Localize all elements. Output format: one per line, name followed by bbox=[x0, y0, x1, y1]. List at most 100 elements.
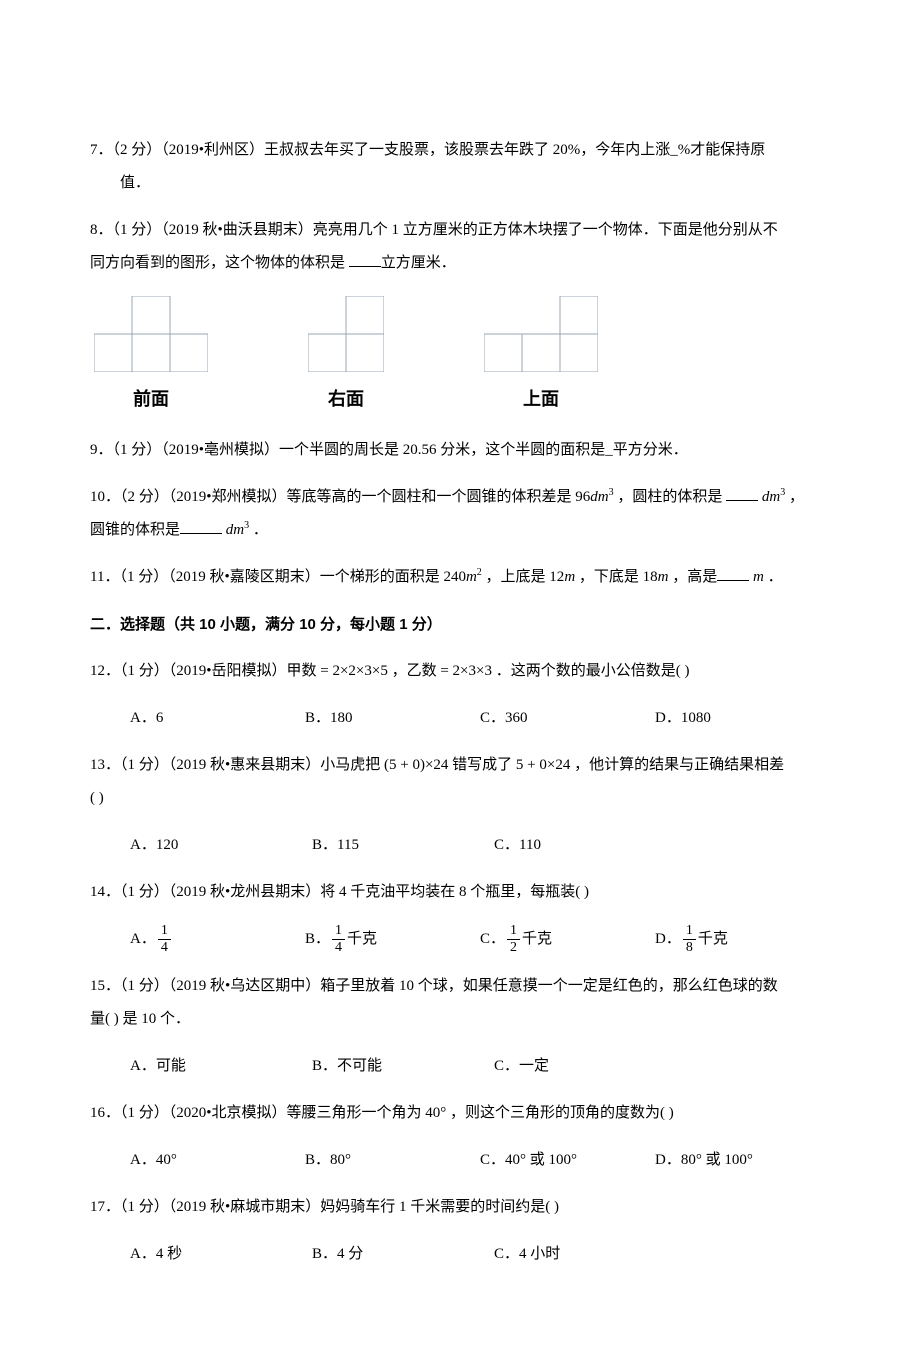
q16-opt-c: C．40° 或 100° bbox=[480, 1144, 655, 1177]
q13-opt-b-text: 115 bbox=[337, 837, 359, 853]
q14-d-num: 1 bbox=[683, 923, 696, 938]
q10-pre: 10．（2 分）（2019•郑州模拟）等底等高的一个圆柱和一个圆锥的体积差是 9… bbox=[90, 489, 590, 505]
q14-d-suffix: 千克 bbox=[698, 931, 728, 947]
q7-line1: 7．（2 分）（2019•利州区）王叔叔去年买了一支股票，该股票去年跌了 20%… bbox=[90, 142, 765, 158]
q10-line2-pre: 圆锥的体积是 bbox=[90, 522, 180, 538]
q13-opt-a-text: 120 bbox=[156, 837, 179, 853]
question-9: 9．（1 分）（2019•亳州模拟）一个半圆的周长是 20.56 分米，这个半圆… bbox=[90, 434, 830, 467]
q16-opt-b: B．80° bbox=[305, 1144, 480, 1177]
q15-opt-a-text: 可能 bbox=[156, 1058, 186, 1074]
q11-pre: 11．（1 分）（2019 秋•嘉陵区期末）一个梯形的面积是 240 bbox=[90, 569, 466, 585]
q17-opt-c-text: 4 小时 bbox=[519, 1246, 560, 1262]
q12-opt-c: C．360 bbox=[480, 702, 655, 735]
q17-text: 17．（1 分）（2019 秋•麻城市期末）妈妈骑车行 1 千米需要的时间约是(… bbox=[90, 1199, 559, 1215]
question-15: 15．（1 分）（2019 秋•乌达区期中）箱子里放着 10 个球，如果任意摸一… bbox=[90, 970, 830, 1036]
q15-opt-b: B．不可能 bbox=[312, 1050, 494, 1083]
q17-opt-b-text: 4 分 bbox=[337, 1246, 363, 1262]
q12-options: A．6 B．180 C．360 D．1080 bbox=[130, 702, 830, 735]
q14-d-den: 8 bbox=[683, 939, 696, 955]
q14-a-num: 1 bbox=[158, 923, 171, 938]
question-13: 13．（1 分）（2019 秋•惠来县期末）小马虎把 (5 + 0)×24 错写… bbox=[90, 749, 830, 815]
q14-text: 14．（1 分）（2019 秋•龙州县期末）将 4 千克油平均装在 8 个瓶里，… bbox=[90, 884, 589, 900]
question-12: 12．（1 分）（2019•岳阳模拟）甲数 = 2×2×3×5 ，乙数 = 2×… bbox=[90, 655, 830, 688]
q12-opt-d: D．1080 bbox=[655, 702, 830, 735]
q16-opt-d-text: 80° 或 100° bbox=[681, 1152, 753, 1168]
question-16: 16．（1 分）（2020•北京模拟）等腰三角形一个角为 40° ，则这个三角形… bbox=[90, 1097, 830, 1130]
q13-opt-c: C．110 bbox=[494, 829, 676, 862]
q13-options: A．120 B．115 C．110 bbox=[130, 829, 830, 862]
question-7: 7．（2 分）（2019•利州区）王叔叔去年买了一支股票，该股票去年跌了 20%… bbox=[90, 134, 830, 200]
q17-opt-a: A．4 秒 bbox=[130, 1238, 312, 1271]
q14-c-den: 2 bbox=[507, 939, 520, 955]
q14-opt-b: B．14千克 bbox=[305, 923, 480, 956]
q8-line2-pre: 同方向看到的图形，这个物体的体积是 bbox=[90, 255, 349, 271]
frac-icon: 14 bbox=[332, 923, 345, 955]
q10-blank2 bbox=[180, 519, 222, 534]
q17-options: A．4 秒 B．4 分 C．4 小时 bbox=[130, 1238, 830, 1271]
view-top-svg bbox=[484, 296, 598, 372]
view-top-label: 上面 bbox=[484, 380, 598, 420]
q14-options: A．14 B．14千克 C．12千克 D．18千克 bbox=[130, 923, 830, 956]
q12-opt-b-text: 180 bbox=[330, 710, 353, 726]
q11-mid3: ，高是 bbox=[669, 569, 718, 585]
q8-line2-post: 立方厘米． bbox=[381, 255, 456, 271]
view-front: 前面 bbox=[94, 296, 208, 420]
q16-opt-a: A．40° bbox=[130, 1144, 305, 1177]
frac-icon: 18 bbox=[683, 923, 696, 955]
q8-views: 前面 右面 上面 bbox=[94, 296, 830, 420]
q15-opt-c: C．一定 bbox=[494, 1050, 676, 1083]
view-right: 右面 bbox=[308, 296, 384, 420]
q14-opt-a: A．14 bbox=[130, 923, 305, 956]
frac-icon: 14 bbox=[158, 923, 171, 955]
q8-line1: 8．（1 分）（2019 秋•曲沃县期末）亮亮用几个 1 立方厘米的正方体木块摆… bbox=[90, 222, 778, 238]
view-top: 上面 bbox=[484, 296, 598, 420]
q8-blank bbox=[349, 252, 381, 267]
q16-opt-c-text: 40° 或 100° bbox=[505, 1152, 577, 1168]
q13-opt-b: B．115 bbox=[312, 829, 494, 862]
question-17: 17．（1 分）（2019 秋•麻城市期末）妈妈骑车行 1 千米需要的时间约是(… bbox=[90, 1191, 830, 1224]
q12-opt-b: B．180 bbox=[305, 702, 480, 735]
q10-mid: ，圆柱的体积是 bbox=[614, 489, 727, 505]
question-8: 8．（1 分）（2019 秋•曲沃县期末）亮亮用几个 1 立方厘米的正方体木块摆… bbox=[90, 214, 830, 280]
q14-c-suffix: 千克 bbox=[522, 931, 552, 947]
q15-opt-c-text: 一定 bbox=[519, 1058, 549, 1074]
q14-opt-d: D．18千克 bbox=[655, 923, 830, 956]
view-right-label: 右面 bbox=[308, 380, 384, 420]
view-front-label: 前面 bbox=[94, 380, 208, 420]
q16-opt-a-text: 40° bbox=[156, 1152, 177, 1168]
q15-options: A．可能 B．不可能 C．一定 bbox=[130, 1050, 830, 1083]
q12-opt-d-text: 1080 bbox=[681, 710, 711, 726]
q11-blank bbox=[717, 566, 749, 581]
q15-line1: 15．（1 分）（2019 秋•乌达区期中）箱子里放着 10 个球，如果任意摸一… bbox=[90, 978, 778, 994]
q15-line2: 量( ) 是 10 个． bbox=[90, 1011, 190, 1027]
q14-opt-c: C．12千克 bbox=[480, 923, 655, 956]
q9-text: 9．（1 分）（2019•亳州模拟）一个半圆的周长是 20.56 分米，这个半圆… bbox=[90, 442, 688, 458]
q15-opt-b-text: 不可能 bbox=[337, 1058, 382, 1074]
q17-opt-b: B．4 分 bbox=[312, 1238, 494, 1271]
section-2-header: 二．选择题（共 10 小题，满分 10 分，每小题 1 分） bbox=[90, 608, 830, 641]
question-14: 14．（1 分）（2019 秋•龙州县期末）将 4 千克油平均装在 8 个瓶里，… bbox=[90, 876, 830, 909]
q11-tail: ． bbox=[764, 569, 783, 585]
q11-mid2: ，下底是 18 bbox=[575, 569, 658, 585]
q13-line2: ( ) bbox=[90, 790, 104, 806]
frac-icon: 12 bbox=[507, 923, 520, 955]
q15-opt-a: A．可能 bbox=[130, 1050, 312, 1083]
q13-line1: 13．（1 分）（2019 秋•惠来县期末）小马虎把 (5 + 0)×24 错写… bbox=[90, 757, 784, 773]
q14-b-suffix: 千克 bbox=[347, 931, 377, 947]
q12-opt-c-text: 360 bbox=[505, 710, 528, 726]
q16-text: 16．（1 分）（2020•北京模拟）等腰三角形一个角为 40° ，则这个三角形… bbox=[90, 1105, 674, 1121]
q12-text: 12．（1 分）（2019•岳阳模拟）甲数 = 2×2×3×5 ，乙数 = 2×… bbox=[90, 663, 689, 679]
q11-mid1: ，上底是 12 bbox=[482, 569, 565, 585]
view-right-svg bbox=[308, 296, 384, 372]
q17-opt-a-text: 4 秒 bbox=[156, 1246, 182, 1262]
q13-opt-a: A．120 bbox=[130, 829, 312, 862]
q14-c-num: 1 bbox=[507, 923, 520, 938]
q14-b-den: 4 bbox=[332, 939, 345, 955]
q10-line2-post: ． bbox=[249, 522, 268, 538]
q16-opt-d: D．80° 或 100° bbox=[655, 1144, 830, 1177]
q12-opt-a: A．6 bbox=[130, 702, 305, 735]
q10-blank1 bbox=[726, 486, 758, 501]
q14-a-den: 4 bbox=[158, 939, 171, 955]
q16-options: A．40° B．80° C．40° 或 100° D．80° 或 100° bbox=[130, 1144, 830, 1177]
view-front-svg bbox=[94, 296, 208, 372]
